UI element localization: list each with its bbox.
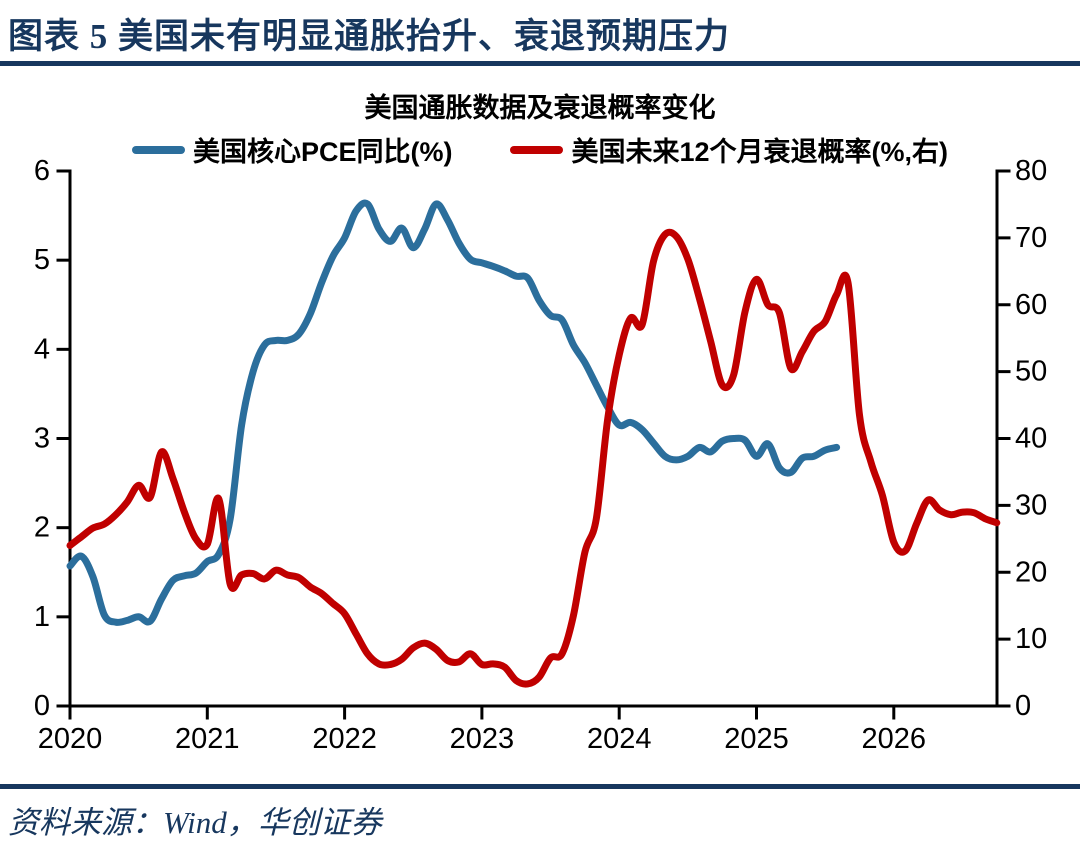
- y-axis-right-tick-label: 10: [1015, 623, 1047, 655]
- y-axis-right-tick-label: 30: [1015, 489, 1047, 521]
- bottom-divider-rule: [0, 784, 1080, 789]
- y-axis-right-tick-label: 60: [1015, 289, 1047, 321]
- y-axis-left-tick-label: 6: [34, 155, 50, 187]
- y-axis-left-tick-label: 3: [34, 423, 50, 455]
- source-note: 资料来源：Wind，华创证券: [8, 805, 382, 840]
- series-line-recession-probability: [66, 228, 1001, 688]
- x-axis-tick-label: 2020: [38, 723, 103, 755]
- y-axis-left-tick-label: 5: [34, 244, 50, 276]
- x-axis-tick-label: 2022: [312, 723, 377, 755]
- legend-label-recession-probability: 美国未来12个月衰退概率(%,右): [571, 137, 949, 167]
- top-divider-rule: [0, 61, 1080, 66]
- legend-item-core-pce: 美国核心PCE同比(%): [131, 130, 453, 169]
- x-axis-tick-label: 2021: [175, 723, 240, 755]
- legend-item-recession-probability: 美国未来12个月衰退概率(%,右): [510, 130, 948, 169]
- x-axis-tick-label: 2025: [724, 723, 789, 755]
- y-axis-left-tick-label: 4: [34, 333, 50, 365]
- series-line-core-pce: [66, 199, 841, 626]
- y-axis-left-tick-label: 2: [34, 512, 50, 544]
- legend-label-core-pce: 美国核心PCE同比(%): [192, 137, 453, 167]
- x-axis-tick-label: 2023: [450, 723, 515, 755]
- y-axis-right-tick-label: 20: [1015, 556, 1047, 588]
- y-axis-left-tick-label: 0: [34, 690, 50, 722]
- legend: 美国核心PCE同比(%) 美国未来12个月衰退概率(%,右): [0, 130, 1080, 169]
- y-axis-right-tick-label: 80: [1015, 155, 1047, 187]
- y-axis-right-tick-label: 50: [1015, 356, 1047, 388]
- y-axis-right-tick-label: 0: [1015, 690, 1031, 722]
- chart-title: 美国通胀数据及衰退概率变化: [364, 93, 716, 123]
- legend-swatch-core-pce: [131, 145, 185, 154]
- y-axis-right-tick-label: 70: [1015, 222, 1047, 254]
- legend-swatch-recession-probability: [510, 145, 564, 154]
- figure-title: 图表 5 美国未有明显通胀抬升、衰退预期压力: [8, 17, 731, 56]
- y-axis-left-tick-label: 1: [34, 601, 50, 633]
- x-axis-tick-label: 2024: [587, 723, 652, 755]
- x-axis-tick-label: 2026: [862, 723, 927, 755]
- y-axis-right-tick-label: 40: [1015, 423, 1047, 455]
